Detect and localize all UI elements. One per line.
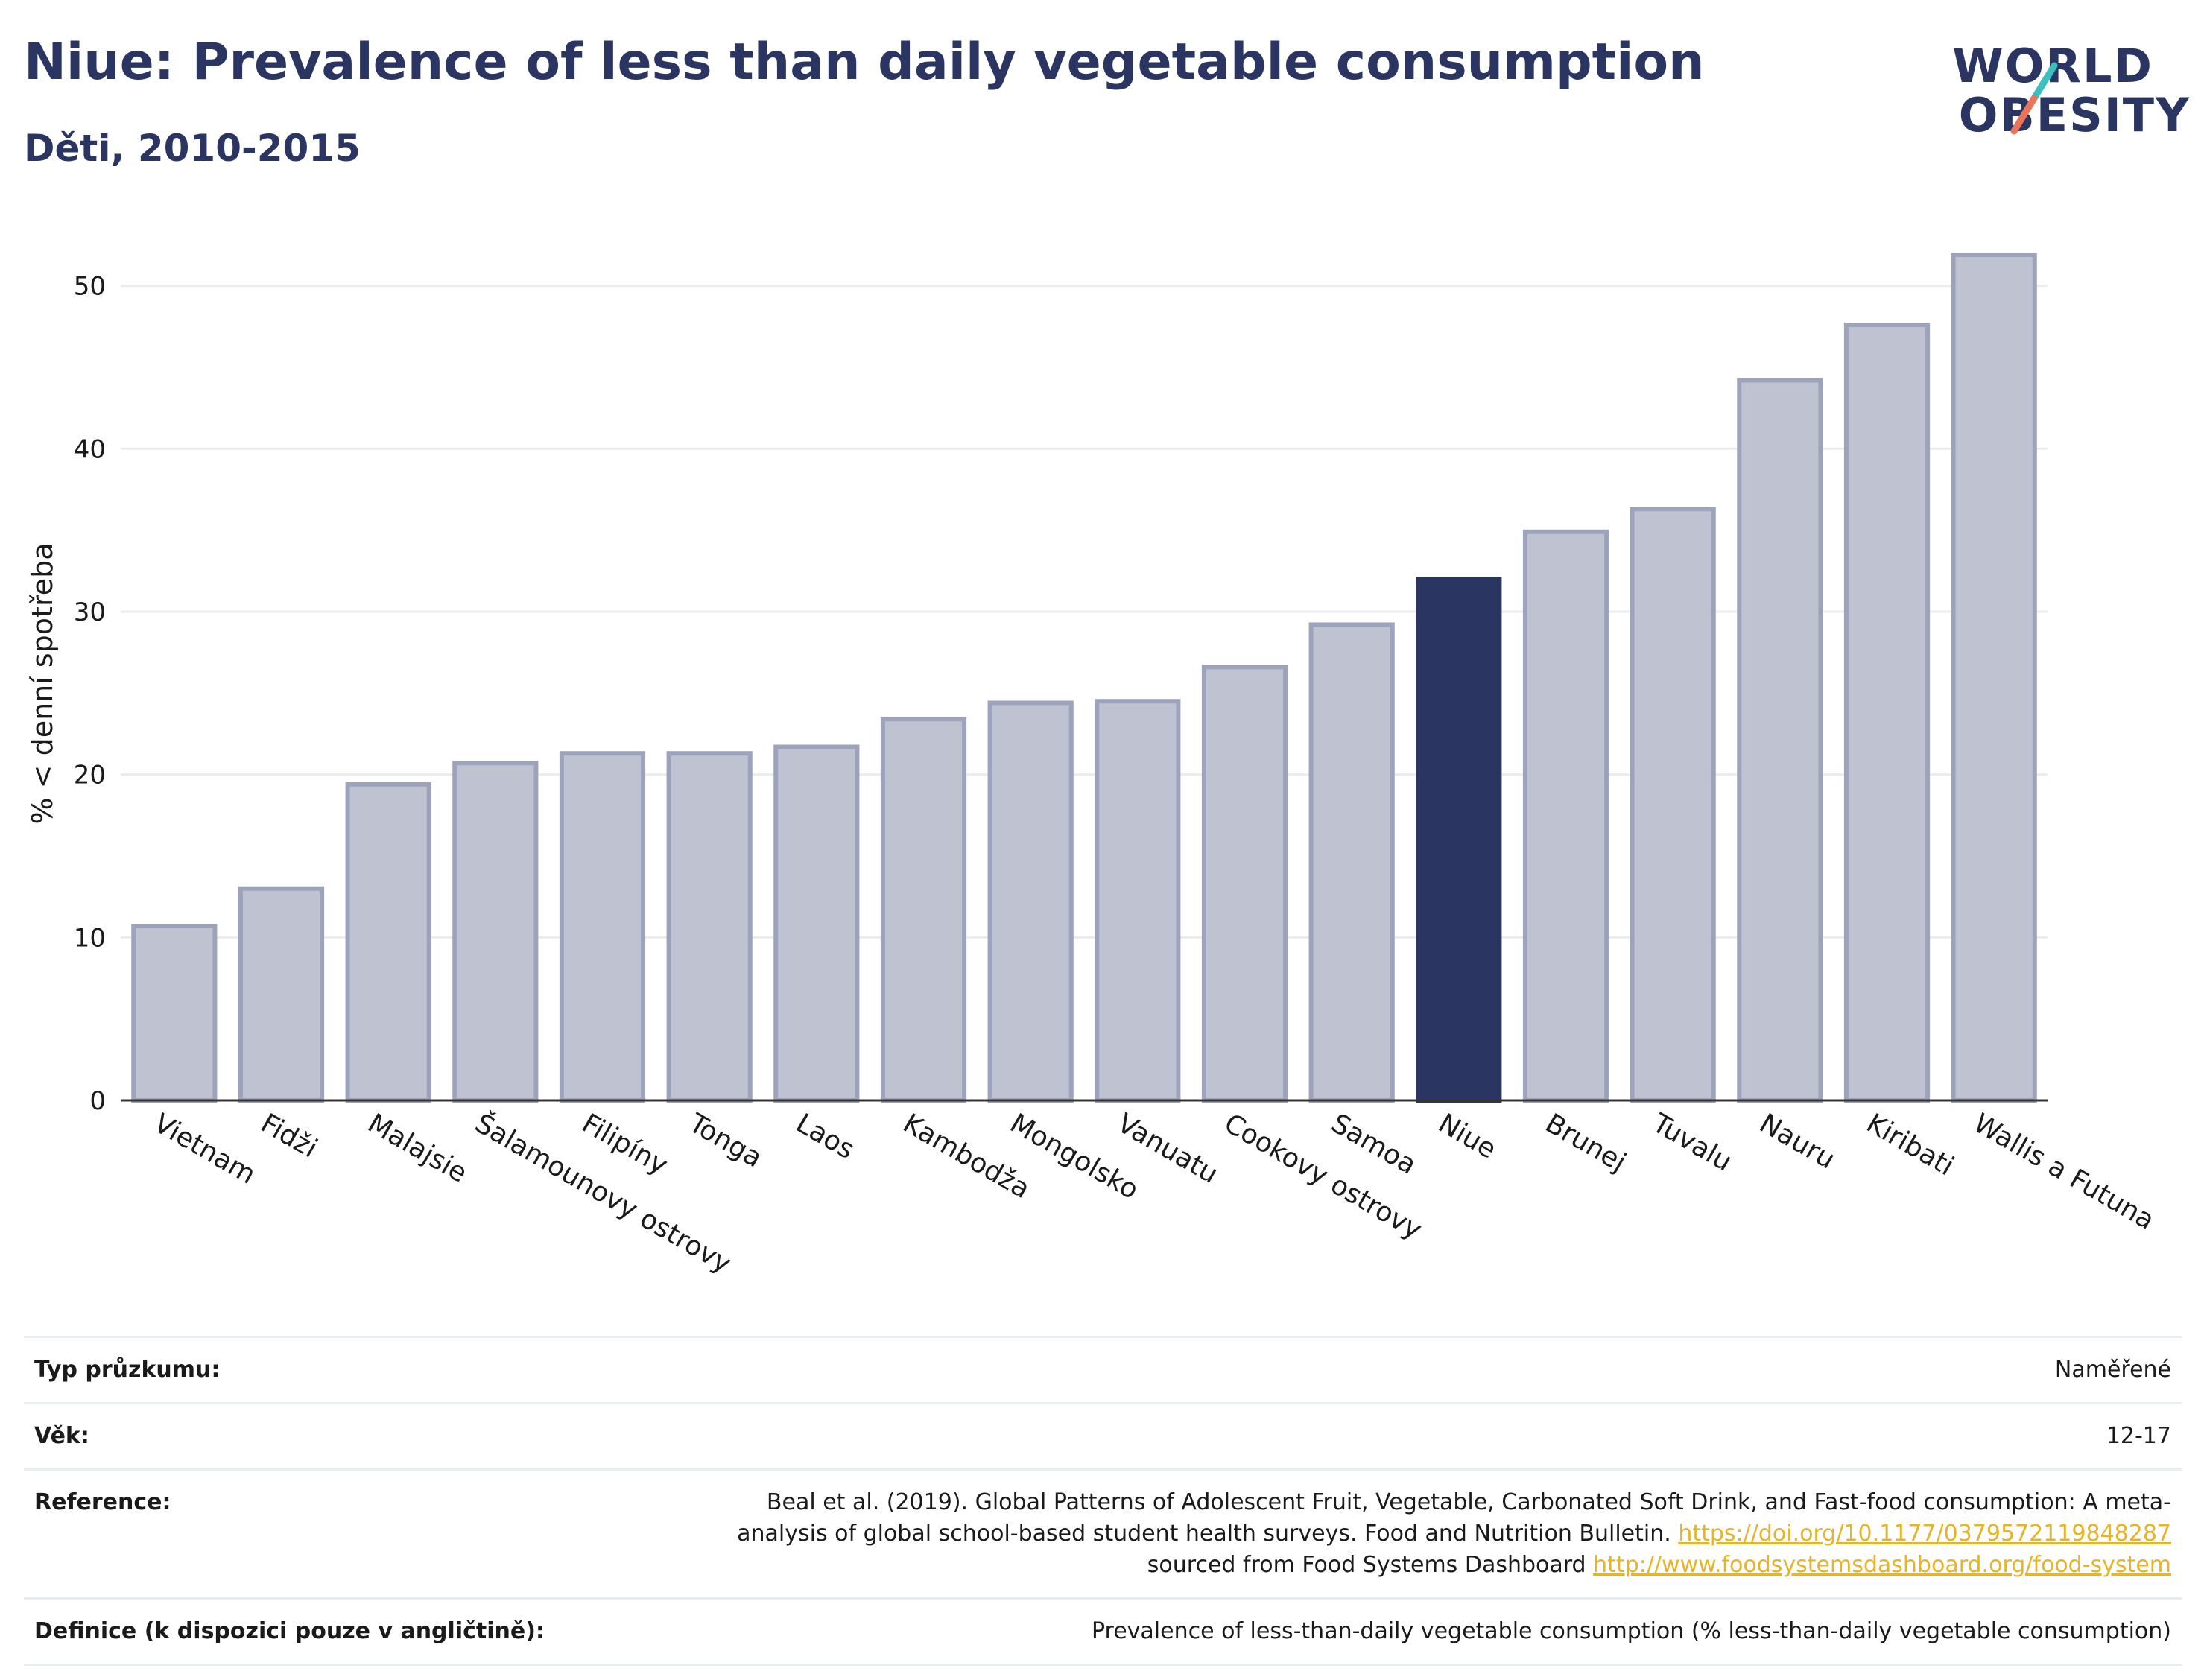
- x-tick-label: Fidži: [256, 1108, 323, 1164]
- info-value: Naměřené: [708, 1336, 2182, 1404]
- bar-niue[interactable]: [1416, 577, 1502, 1103]
- bar-fidži[interactable]: [238, 886, 325, 1103]
- bar-tuvalu[interactable]: [1630, 507, 1716, 1103]
- info-value: Prevalence of less-than-daily vegetable …: [708, 1597, 2182, 1666]
- x-tick-label: Wallis a Futuna: [1969, 1108, 2159, 1236]
- info-key: Typ průzkumu:: [24, 1336, 708, 1404]
- x-tick-label: Tonga: [683, 1108, 767, 1174]
- bar-malajsie[interactable]: [345, 782, 431, 1103]
- y-tick-label: 40: [74, 434, 106, 464]
- bar-kambodža[interactable]: [880, 717, 967, 1103]
- bar-vanuatu[interactable]: [1095, 699, 1181, 1103]
- bar-samoa[interactable]: [1308, 622, 1395, 1103]
- info-key: Reference:: [24, 1468, 708, 1599]
- bar-nauru[interactable]: [1737, 378, 1823, 1103]
- reference-text: Beal et al. (2019). Global Patterns of A…: [737, 1489, 2171, 1547]
- info-row-survey-type: Typ průzkumu: Naměřené: [24, 1336, 2182, 1404]
- y-tick-label: 10: [74, 923, 106, 953]
- info-table: Typ průzkumu: Naměřené Věk: 12-17 Refere…: [24, 1336, 2182, 1666]
- bar-kiribati[interactable]: [1843, 323, 1931, 1103]
- logo-text-line2: OBESITY: [1958, 88, 2191, 142]
- bar-mongolsko[interactable]: [987, 700, 1074, 1103]
- y-tick-label: 30: [74, 597, 106, 627]
- bar-wallis-a-futuna[interactable]: [1951, 253, 2037, 1103]
- doi-link[interactable]: https://doi.org/10.1177/0379572119848287: [1678, 1521, 2171, 1547]
- world-obesity-logo[interactable]: WORLD OBESITY: [1945, 37, 2191, 156]
- x-tick-label: Vietnam: [148, 1108, 260, 1191]
- info-key: Definice (k dispozici pouze v angličtině…: [24, 1597, 708, 1666]
- x-tick-label: Cookovy ostrovy: [1219, 1108, 1427, 1246]
- y-tick-label: 50: [74, 272, 106, 302]
- bar-cookovy-ostrovy[interactable]: [1201, 665, 1288, 1103]
- bar-filipíny[interactable]: [559, 751, 646, 1103]
- x-tick-label: Nauru: [1754, 1108, 1840, 1175]
- x-tick-label: Brunej: [1540, 1108, 1631, 1178]
- bar-brunej[interactable]: [1522, 529, 1609, 1103]
- x-tick-label: Malajsie: [363, 1108, 472, 1189]
- y-tick-label: 0: [89, 1086, 106, 1116]
- logo-slash-icon: [2010, 62, 2058, 135]
- info-value: 12-17: [708, 1402, 2182, 1470]
- dashboard-link[interactable]: http://www.foodsystemsdashboard.org/food…: [1593, 1552, 2171, 1578]
- x-tick-label: Kiribati: [1861, 1108, 1959, 1182]
- y-axis-label: % < denní spotřeba: [26, 542, 59, 824]
- chart-title: Niue: Prevalence of less than daily vege…: [24, 33, 1705, 92]
- info-row-reference: Reference: Beal et al. (2019). Global Pa…: [24, 1468, 2182, 1599]
- x-tick-label: Laos: [791, 1108, 859, 1165]
- info-value-reference: Beal et al. (2019). Global Patterns of A…: [708, 1468, 2182, 1599]
- bar-laos[interactable]: [773, 744, 860, 1103]
- gridlines: [121, 285, 2048, 939]
- x-tick-label: Tuvalu: [1647, 1108, 1737, 1178]
- reference-source-text: sourced from Food Systems Dashboard: [1147, 1552, 1586, 1578]
- chart-subtitle: Děti, 2010-2015: [24, 127, 361, 170]
- info-key: Věk:: [24, 1402, 708, 1470]
- info-row-age: Věk: 12-17: [24, 1402, 2182, 1470]
- bar-tonga[interactable]: [666, 751, 753, 1103]
- bars: [131, 253, 2037, 1103]
- bar-šalamounovy-ostrovy[interactable]: [452, 761, 539, 1103]
- y-tick-label: 20: [74, 761, 106, 790]
- x-tick-label: Niue: [1433, 1108, 1501, 1164]
- info-row-definition: Definice (k dispozici pouze v angličtině…: [24, 1597, 2182, 1666]
- bar-vietnam[interactable]: [131, 924, 218, 1103]
